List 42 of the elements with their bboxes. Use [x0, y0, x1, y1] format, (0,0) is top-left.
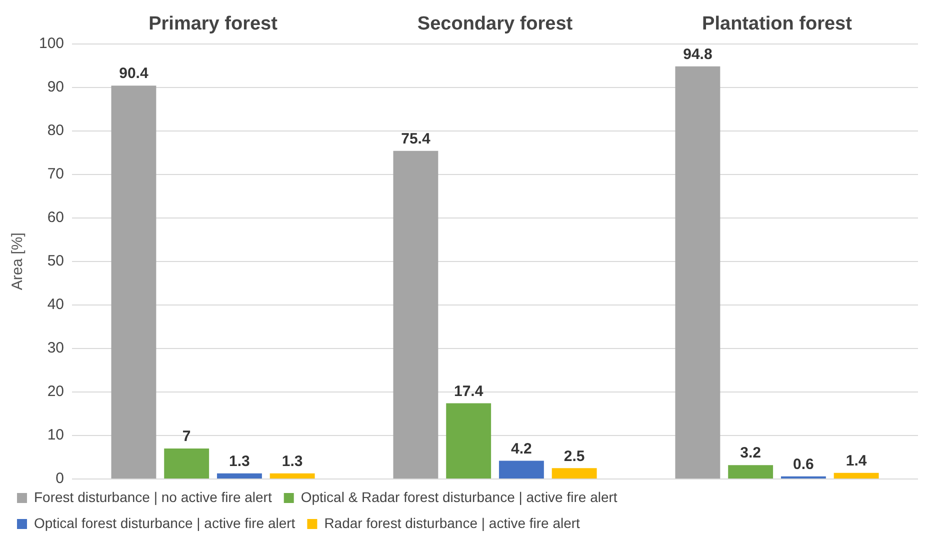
- y-tick-label: 60: [47, 209, 64, 226]
- y-axis-title: Area [%]: [9, 232, 26, 290]
- data-label: 1.3: [229, 452, 250, 470]
- data-label: 90.4: [119, 65, 149, 82]
- data-label: 3.2: [740, 444, 761, 462]
- y-tick-label: 70: [47, 166, 64, 182]
- y-tick-label: 30: [47, 340, 64, 357]
- y-tick-label: 80: [47, 122, 64, 139]
- legend-label: Forest disturbance | no active fire alert: [34, 488, 272, 505]
- bar: [728, 465, 774, 478]
- bar: [164, 448, 210, 478]
- data-label: 4.2: [511, 440, 532, 458]
- y-tick-label: 20: [47, 383, 64, 400]
- data-label: 75.4: [401, 130, 431, 148]
- y-tick-label: 10: [47, 426, 64, 444]
- bar: [393, 150, 438, 478]
- x-tick-label: Secondary forest: [417, 14, 574, 35]
- bar: [216, 473, 262, 478]
- legend-label: Optical forest disturbance | active fire alert: [34, 514, 296, 531]
- bar: [270, 473, 315, 478]
- bar: [675, 66, 720, 478]
- data-label: 0.6: [793, 456, 814, 474]
- x-tick-label: Primary forest: [148, 14, 278, 35]
- data-label: 17.4: [454, 382, 484, 400]
- bar: [446, 403, 492, 478]
- data-label: 1.3: [282, 452, 303, 470]
- data-label: 7: [182, 428, 191, 446]
- y-tick-label: 50: [47, 252, 64, 270]
- bar: [552, 468, 597, 478]
- data-label: 1.4: [846, 452, 868, 470]
- y-tick-label: 40: [47, 296, 64, 314]
- bar: [834, 472, 879, 478]
- data-label: 2.5: [564, 448, 585, 465]
- bar: [111, 86, 156, 478]
- legend-label: Optical & Radar forest disturbance | active fire alert: [300, 488, 618, 505]
- data-label: 94.8: [683, 46, 712, 64]
- y-tick-label: 0: [56, 470, 64, 488]
- y-tick-label: 100: [38, 34, 64, 52]
- y-tick-label: 90: [47, 78, 64, 96]
- x-tick-label: Plantation forest: [702, 14, 853, 35]
- legend-label: Radar forest disturbance | active fire alert: [324, 514, 580, 531]
- bar: [498, 460, 544, 478]
